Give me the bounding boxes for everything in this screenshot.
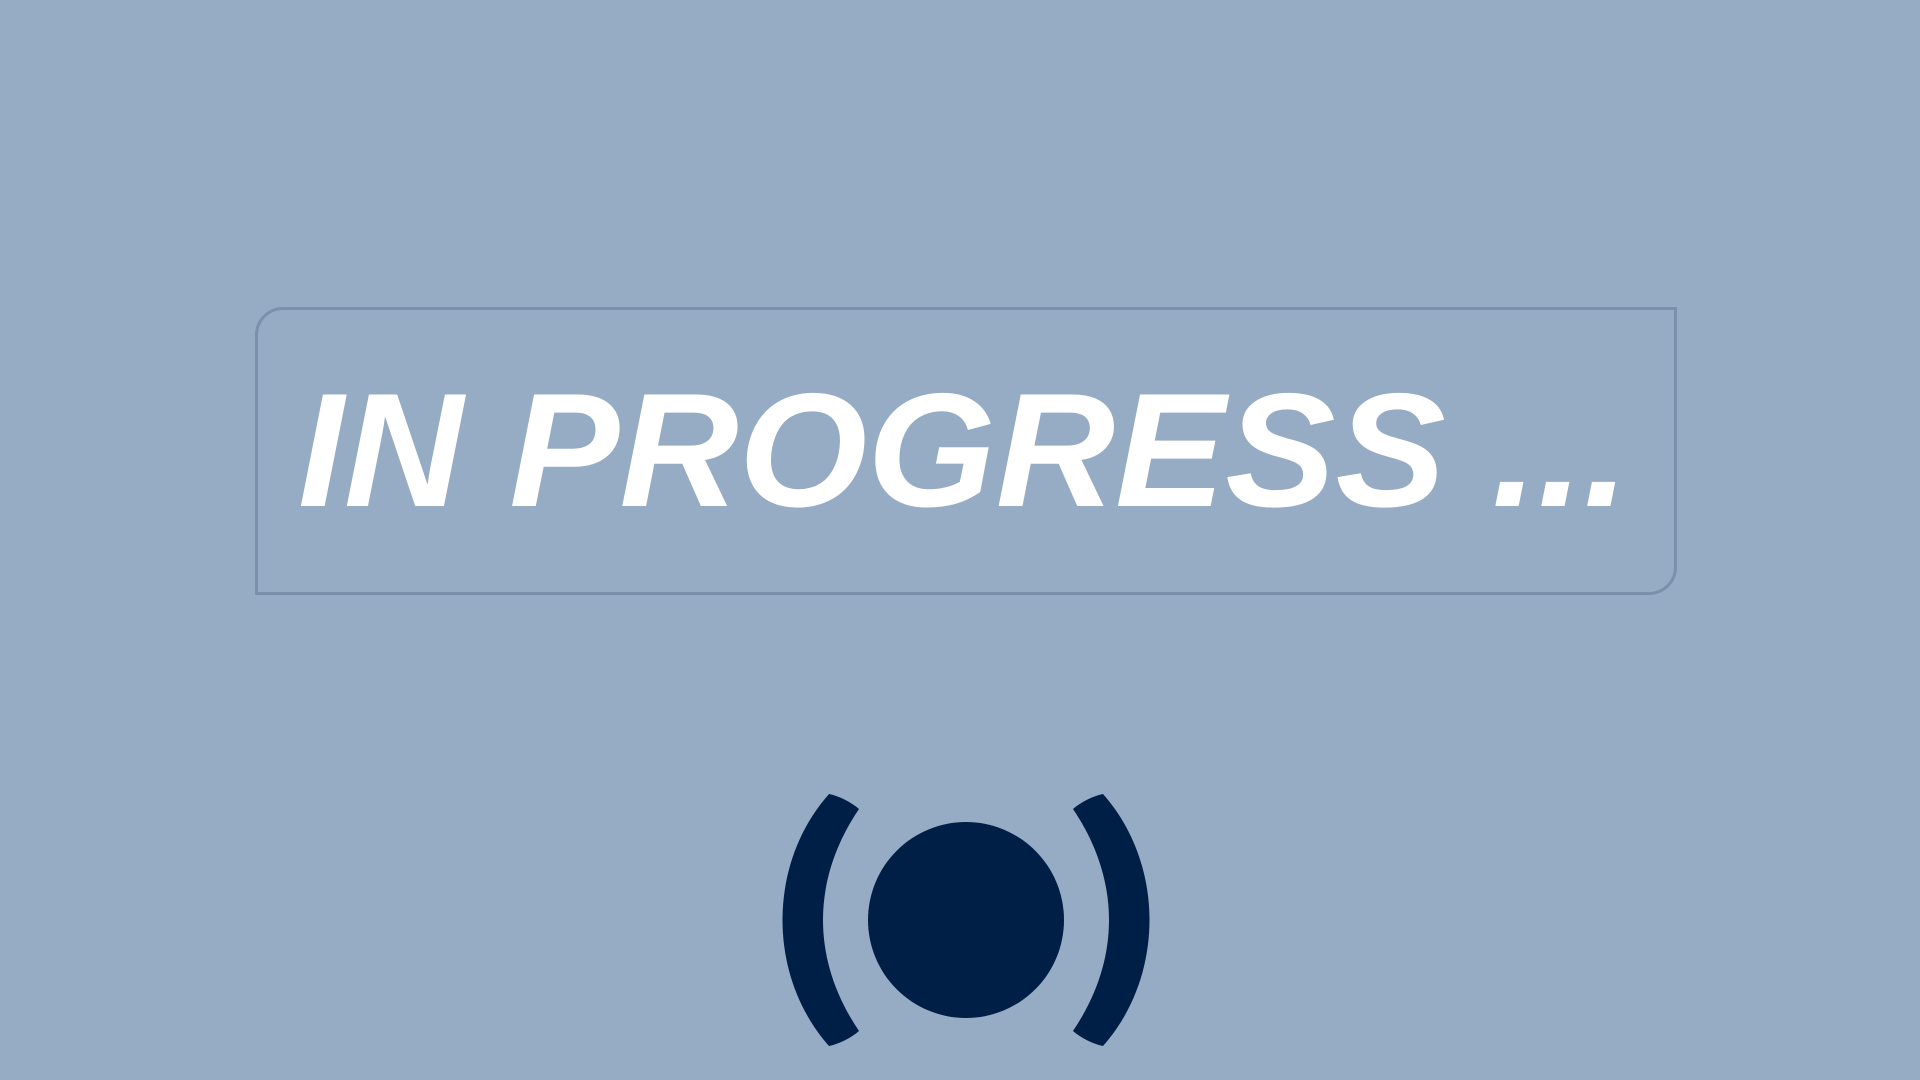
left-signal-arc-icon bbox=[782, 794, 859, 1046]
center-dot-icon bbox=[868, 822, 1064, 1018]
status-label: IN PROGRESS ... bbox=[298, 360, 1630, 541]
live-broadcast-icon bbox=[782, 794, 1150, 1046]
right-signal-arc-icon bbox=[1073, 794, 1150, 1046]
status-box bbox=[255, 307, 1677, 595]
live-indicator bbox=[775, 790, 1155, 1050]
